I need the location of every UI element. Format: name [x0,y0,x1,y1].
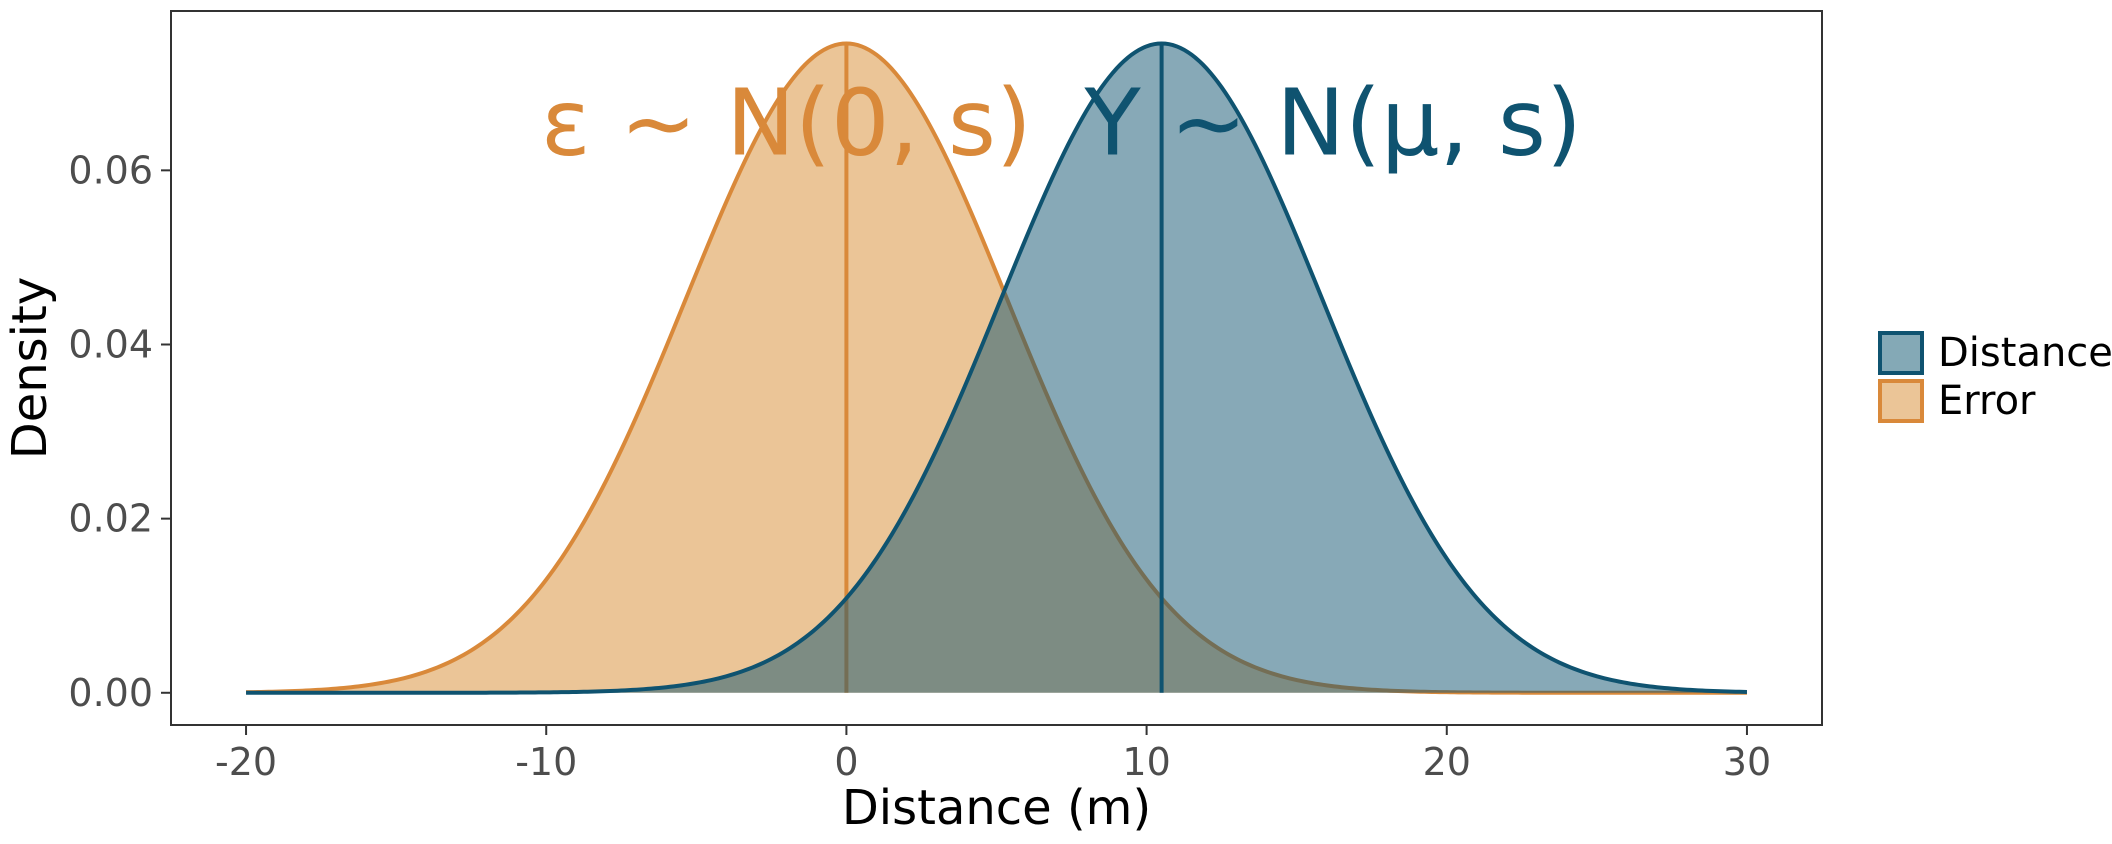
x-tick-label: 10 [1122,740,1170,784]
legend-label-error: Error [1938,378,2036,424]
y-axis: 0.00 0.02 0.04 0.06 [68,148,171,715]
legend-label-distance: Distance [1938,330,2112,376]
annotation-label: Y ~ N(μ, s) [1084,69,1582,176]
x-tick-label: -20 [215,740,277,784]
density-area-distance [246,43,1747,693]
x-tick-label: 30 [1723,740,1771,784]
x-axis: -20 -10 0 10 20 30 [215,725,1771,784]
y-tick-label: 0.00 [68,671,153,715]
series-layer [246,41,1747,695]
y-tick-label: 0.02 [68,497,153,541]
x-tick-label: 0 [834,740,858,784]
y-tick-label: 0.04 [68,322,153,366]
legend-swatch-distance [1878,331,1924,375]
x-tick-label: 20 [1423,740,1471,784]
y-tick-label: 0.06 [68,148,153,192]
plot-area [246,41,1747,695]
panel-border [170,10,1823,726]
legend-swatch-error [1878,379,1924,423]
density-curve-distance [246,41,1747,695]
annotation-layer: ε ~ N(0, s) Y ~ N(μ, s) [541,69,1582,176]
x-axis-title: Distance (m) [842,780,1151,836]
x-tick-label: -10 [515,740,577,784]
y-axis-title: Density [2,277,58,459]
annotation-label: ε ~ N(0, s) [541,69,1032,176]
